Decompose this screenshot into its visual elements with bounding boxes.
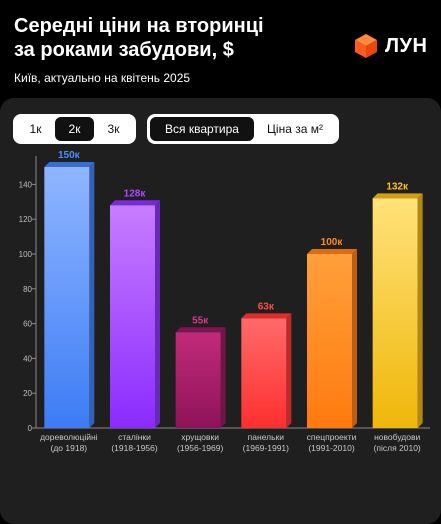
x-tick-label: дореволюційні (40, 432, 98, 442)
rooms-option-3k[interactable]: 3к (107, 122, 120, 136)
y-tick-label: 140 (19, 180, 33, 189)
y-tick-label: 100 (19, 250, 33, 259)
x-tick-label: хрущовки (181, 432, 219, 442)
bar-value-label: 132к (386, 181, 409, 192)
logo-text: ЛУН (385, 34, 428, 57)
metric-selector: Вся квартира Ціна за м² (147, 114, 339, 144)
rooms-selector: 1к 2к 3к (13, 114, 136, 144)
bar-top (110, 200, 160, 206)
bar-side (89, 162, 95, 428)
x-tick-label: спецпроекти (307, 432, 357, 442)
rooms-option-1k[interactable]: 1к (29, 122, 42, 136)
bar-side (220, 327, 226, 428)
bar-side (155, 200, 160, 428)
bar (44, 167, 90, 428)
x-tick-label: сталінки (118, 432, 151, 442)
bar-value-label: 100к (321, 237, 344, 248)
x-tick-label: панельки (248, 432, 285, 442)
bar-top (175, 327, 226, 333)
bar-top (44, 162, 95, 167)
bar-side (352, 249, 357, 428)
x-tick-period-label: (1918-1956) (111, 443, 157, 453)
page-title: Середні ціни на вторинці за роками забуд… (14, 15, 264, 61)
x-tick-period-label: (1991-2010) (308, 443, 354, 453)
bar (175, 332, 221, 428)
bar-value-label: 55к (192, 315, 209, 326)
page-subtitle: Київ, актуально на квітень 2025 (14, 71, 191, 85)
bar-top (241, 313, 292, 319)
x-tick-period-label: (після 2010) (374, 443, 421, 453)
metric-option-price-per-m2[interactable]: Ціна за м² (267, 122, 323, 136)
bar (241, 318, 287, 428)
y-tick-label: 120 (19, 215, 33, 224)
header: Середні ціни на вторинці за роками забуд… (0, 0, 441, 98)
y-tick-label: 0 (28, 424, 33, 433)
metric-option-whole-apartment[interactable]: Вся квартира (150, 117, 254, 141)
rooms-option-2k[interactable]: 2к (55, 117, 94, 141)
cube-logo-icon (355, 34, 377, 58)
bar-value-label: 63к (258, 301, 275, 312)
bar-top (307, 249, 357, 254)
x-tick-period-label: (1956-1969) (177, 443, 223, 453)
bar-value-label: 150к (58, 150, 81, 161)
bar (372, 198, 418, 428)
x-tick-label: новобудови (374, 432, 420, 442)
bar-value-label: 128к (124, 188, 147, 199)
y-tick-label: 20 (23, 389, 32, 398)
bar-side (286, 313, 292, 428)
x-tick-period-label: (до 1918) (51, 443, 88, 453)
y-tick-label: 40 (23, 354, 32, 363)
bar-side (417, 193, 423, 428)
bar (307, 254, 352, 428)
y-tick-label: 60 (23, 320, 32, 329)
logo: ЛУН (353, 33, 427, 59)
y-tick-label: 80 (23, 285, 32, 294)
x-tick-period-label: (1969-1991) (243, 443, 289, 453)
bar (110, 205, 155, 428)
bar-top (372, 193, 423, 199)
